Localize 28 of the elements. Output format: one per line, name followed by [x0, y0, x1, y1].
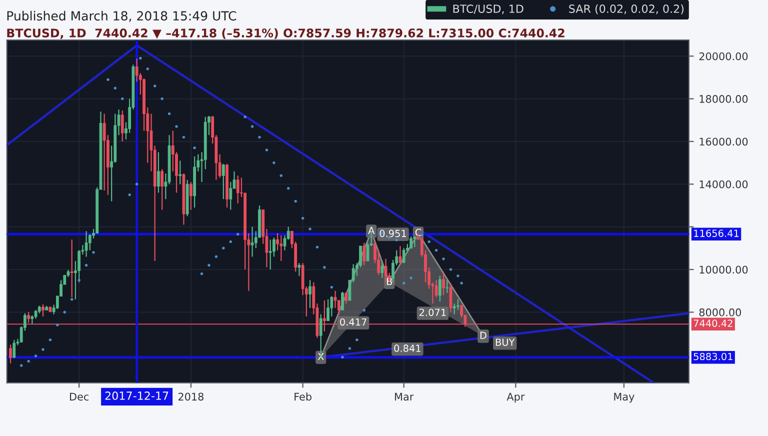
annotation: D — [480, 332, 486, 339]
annotation: B — [387, 278, 392, 285]
y-tick-label: 16000.00 — [700, 138, 748, 146]
annotation: 0.951 — [380, 230, 406, 238]
y-tick-label: 14000.00 — [700, 180, 748, 188]
y-tick-label: 20000.00 — [699, 52, 748, 60]
x-tick-label: Feb — [294, 392, 312, 401]
ref-line-label: 2017-12-17 — [105, 392, 168, 400]
annotation: 0.417 — [340, 318, 366, 326]
x-tick-label: Dec — [70, 392, 89, 401]
ref-line-label: 11656.41 — [694, 230, 739, 237]
ref-line-label: 7440.42 — [694, 320, 732, 327]
x-tick-label: Mar — [395, 392, 414, 401]
y-tick-label: 18000.00 — [700, 95, 748, 103]
annotation: 0.841 — [394, 344, 420, 352]
chart-title: Published March 18, 2018 15:49 UTC — [7, 10, 236, 22]
x-tick-label: Apr — [506, 392, 525, 403]
ref-line-label: 5883.01 — [694, 352, 732, 360]
x-tick-label: May — [614, 392, 634, 403]
chart-subtitle: BTCUSD, 1D 7440.42 ▼ –417.18 (–5.31%) O:7857.59 H:7879.62 L:7315.00 C:7440.42 — [7, 28, 564, 39]
annotation: BUY — [496, 338, 515, 346]
x-tick-label: 2018 — [178, 392, 204, 401]
annotation: 2.071 — [419, 308, 446, 316]
y-tick-label: 10000.00 — [700, 266, 748, 274]
legend-label: BTC/USD, 1D — [453, 4, 524, 14]
legend-label: SAR (0.02, 0.02, 0.2) — [569, 4, 684, 14]
annotation: A — [368, 226, 375, 234]
y-tick-label: 8000.00 — [699, 308, 741, 316]
